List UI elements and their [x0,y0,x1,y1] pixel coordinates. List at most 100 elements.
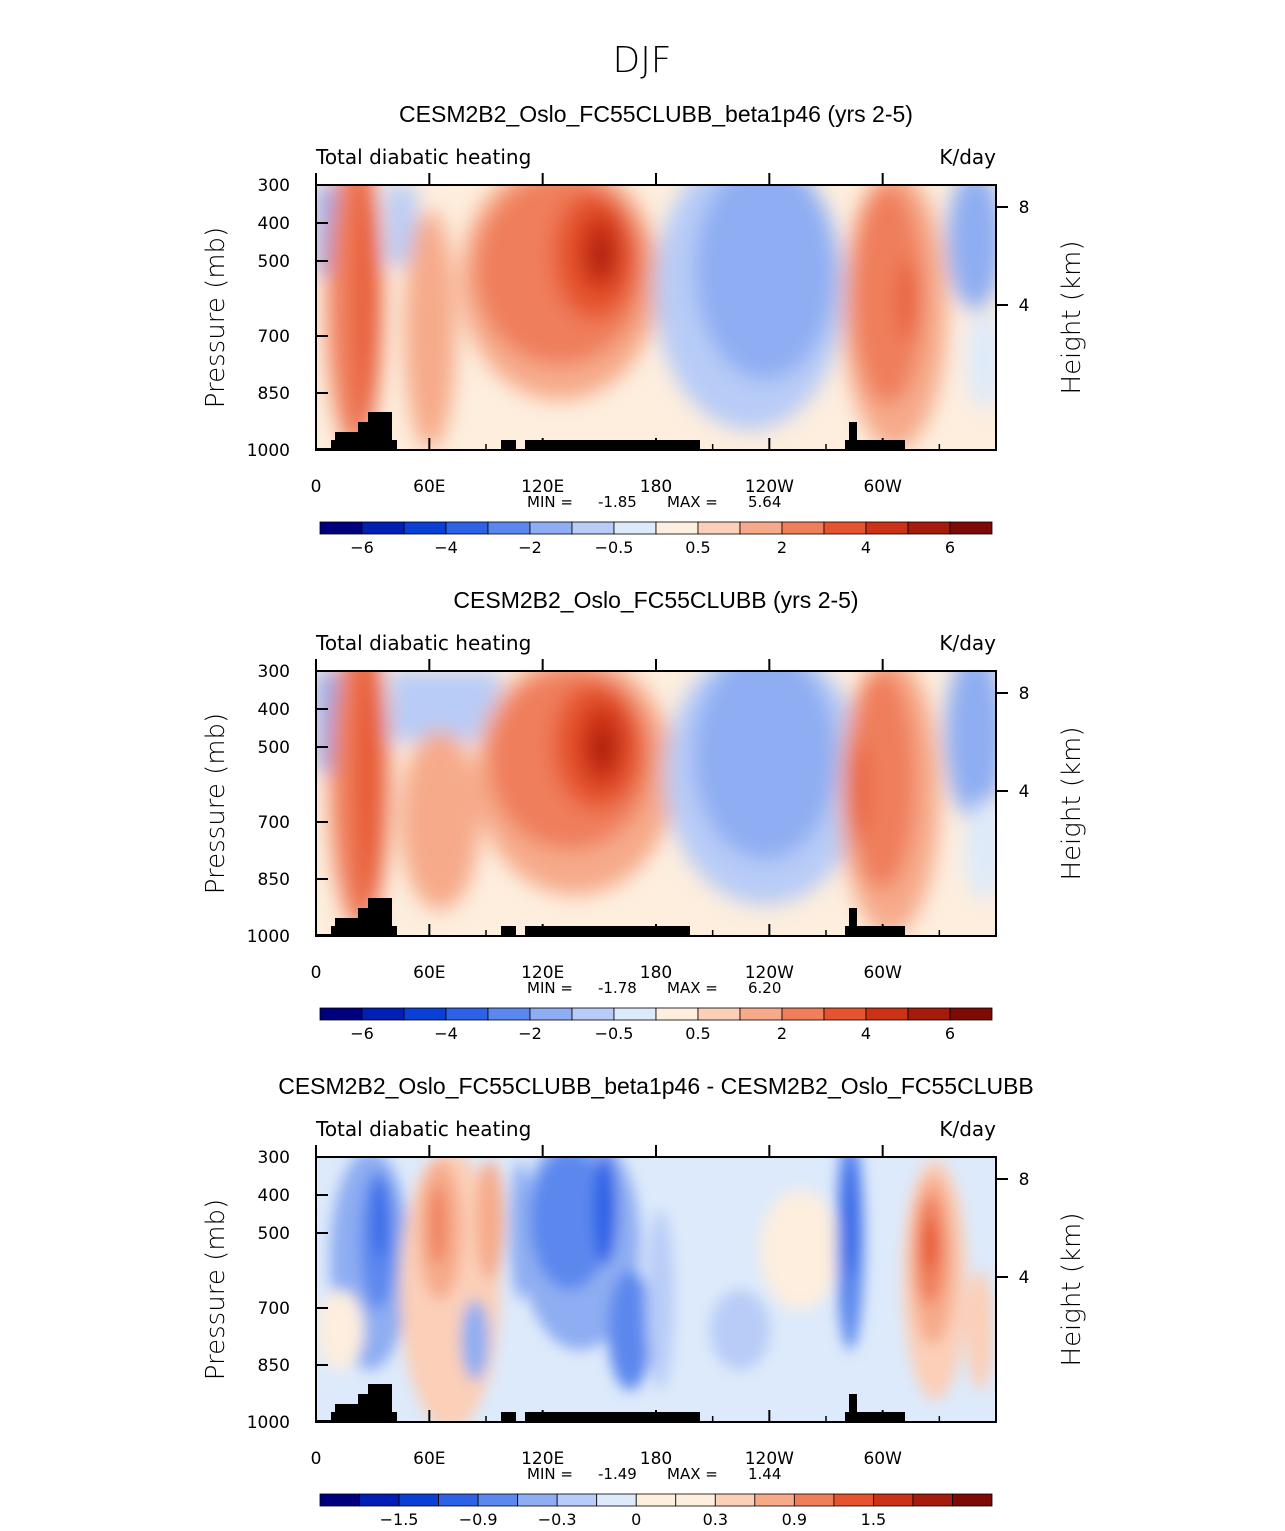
colorbar-box [556,1493,598,1507]
colorbar-label: −0.5 [595,1024,634,1043]
colorbar-label: 4 [861,1024,871,1043]
colorbar-box [655,1007,699,1021]
panel-1-max-value: 5.64 [748,493,781,511]
y-axis-title: Pressure (mb) [201,1199,231,1380]
y-tick-label: 500 [258,1224,290,1244]
panel-1: CESM2B2_Oslo_FC55CLUBB_beta1p46 (yrs 2-5… [201,101,1087,557]
page-title: DJF [612,40,671,81]
y-tick-label: 400 [258,1186,290,1206]
height-tick-label: 4 [1019,1268,1030,1288]
colorbar-box [487,1007,531,1021]
x-tick-label: 0 [311,963,322,983]
colorbar-box [361,521,405,535]
panel-2-colorbar: −6 −4 −2 −0.5 0.5 2 4 6 [319,1007,993,1043]
colorbar-box [912,1493,953,1507]
colorbar-box [697,1007,741,1021]
panel-3: CESM2B2_Oslo_FC55CLUBB_beta1p46 - CESM2B… [201,1073,1087,1529]
colorbar-box [613,1007,657,1021]
panel-3-left-string: Total diabatic heating [315,1117,531,1141]
panel-2-min-label: MIN = [527,979,573,997]
colorbar-box [754,1493,795,1507]
height-tick-label: 4 [1019,782,1030,802]
colorbar-box [529,1007,573,1021]
colorbar-label: 0.5 [685,538,710,557]
colorbar-box [403,1007,447,1021]
colorbar-label: −0.5 [595,538,634,557]
colorbar-box [823,521,867,535]
colorbar-box [714,1493,756,1507]
panel-1-title: CESM2B2_Oslo_FC55CLUBB_beta1p46 (yrs 2-5… [399,101,913,127]
panel-1-left-string: Total diabatic heating [315,145,531,169]
x-tick-label: 180 [640,1449,672,1469]
colorbar-box [793,1493,835,1507]
panel-2-max-label: MAX = [667,979,718,997]
panel-2-field [316,671,996,936]
colorbar-label: 4 [861,538,871,557]
x-tick-label: 120E [521,477,564,497]
height-axis-title: Height (km) [1057,241,1087,395]
colorbar-box [655,521,699,535]
colorbar-box [529,521,573,535]
colorbar-label: −1.5 [380,1510,419,1529]
colorbar-box [596,1493,637,1507]
colorbar-box [781,1007,825,1021]
y-tick-label: 850 [258,384,290,404]
colorbar-box [823,1007,867,1021]
y-tick-label: 850 [258,1356,290,1376]
panel-3-min-label: MIN = [527,1465,573,1483]
x-tick-label: 60E [413,963,445,983]
panel-1-colorbar: −6 −4 −2 −0.5 0.5 2 4 6 [319,521,993,557]
y-tick-label: 300 [258,662,290,682]
colorbar-label: 0.9 [782,1510,807,1529]
colorbar-box [739,1007,783,1021]
panel-2-min-value: -1.78 [598,979,637,997]
colorbar-label: 0.3 [703,1510,728,1529]
y-tick-label: 300 [258,1148,290,1168]
panel-3-title: CESM2B2_Oslo_FC55CLUBB_beta1p46 - CESM2B… [278,1073,1034,1099]
panel-2-max-value: 6.20 [748,979,781,997]
y-tick-label: 400 [258,214,290,234]
panel-2-axes: 0 60E 120E 180 120W 60W 300 400 500 700 850 1000 8 4 P… [201,659,1087,983]
colorbar-box [613,521,657,535]
x-tick-label: 60W [863,963,902,983]
panel-2-title: CESM2B2_Oslo_FC55CLUBB (yrs 2-5) [453,587,858,613]
x-tick-label: 180 [640,963,672,983]
panel-2-left-string: Total diabatic heating [315,631,531,655]
colorbar-box [445,521,489,535]
colorbar-box [949,521,993,535]
colorbar-box [571,1007,615,1021]
panel-3-min-value: -1.49 [598,1465,637,1483]
colorbar-box [635,1493,677,1507]
colorbar-label: −0.9 [459,1510,498,1529]
colorbar-box [403,521,447,535]
panel-3-colorbar: −1.5 −0.9 −0.3 0 0.3 0.9 1.5 [319,1493,993,1529]
colorbar-label: −4 [434,538,458,557]
colorbar-box [833,1493,874,1507]
height-axis-title: Height (km) [1057,1213,1087,1367]
colorbar-box [865,521,909,535]
x-tick-label: 0 [311,1449,322,1469]
colorbar-label: −4 [434,1024,458,1043]
colorbar-label: −2 [518,1024,542,1043]
colorbar-box [781,521,825,535]
colorbar-label: 2 [777,538,787,557]
colorbar-box [361,1007,405,1021]
panel-1-min-label: MIN = [527,493,573,511]
panel-3-field [316,1157,996,1422]
panel-1-max-label: MAX = [667,493,718,511]
colorbar-box [487,521,531,535]
y-tick-label: 500 [258,738,290,758]
height-tick-label: 8 [1019,198,1030,218]
panel-3-axes: 0 60E 120E 180 120W 60W 300 400 500 700 850 1000 8 4 P… [201,1145,1087,1469]
colorbar-box [398,1493,439,1507]
colorbar-label: −0.3 [538,1510,577,1529]
colorbar-label: 0 [631,1510,641,1529]
x-tick-label: 120W [745,1449,794,1469]
height-tick-label: 8 [1019,1170,1030,1190]
y-tick-label: 1000 [247,441,290,461]
colorbar-label: 6 [945,1024,955,1043]
colorbar-label: 1.5 [861,1510,886,1529]
colorbar-label: 0.5 [685,1024,710,1043]
colorbar-box [517,1493,558,1507]
